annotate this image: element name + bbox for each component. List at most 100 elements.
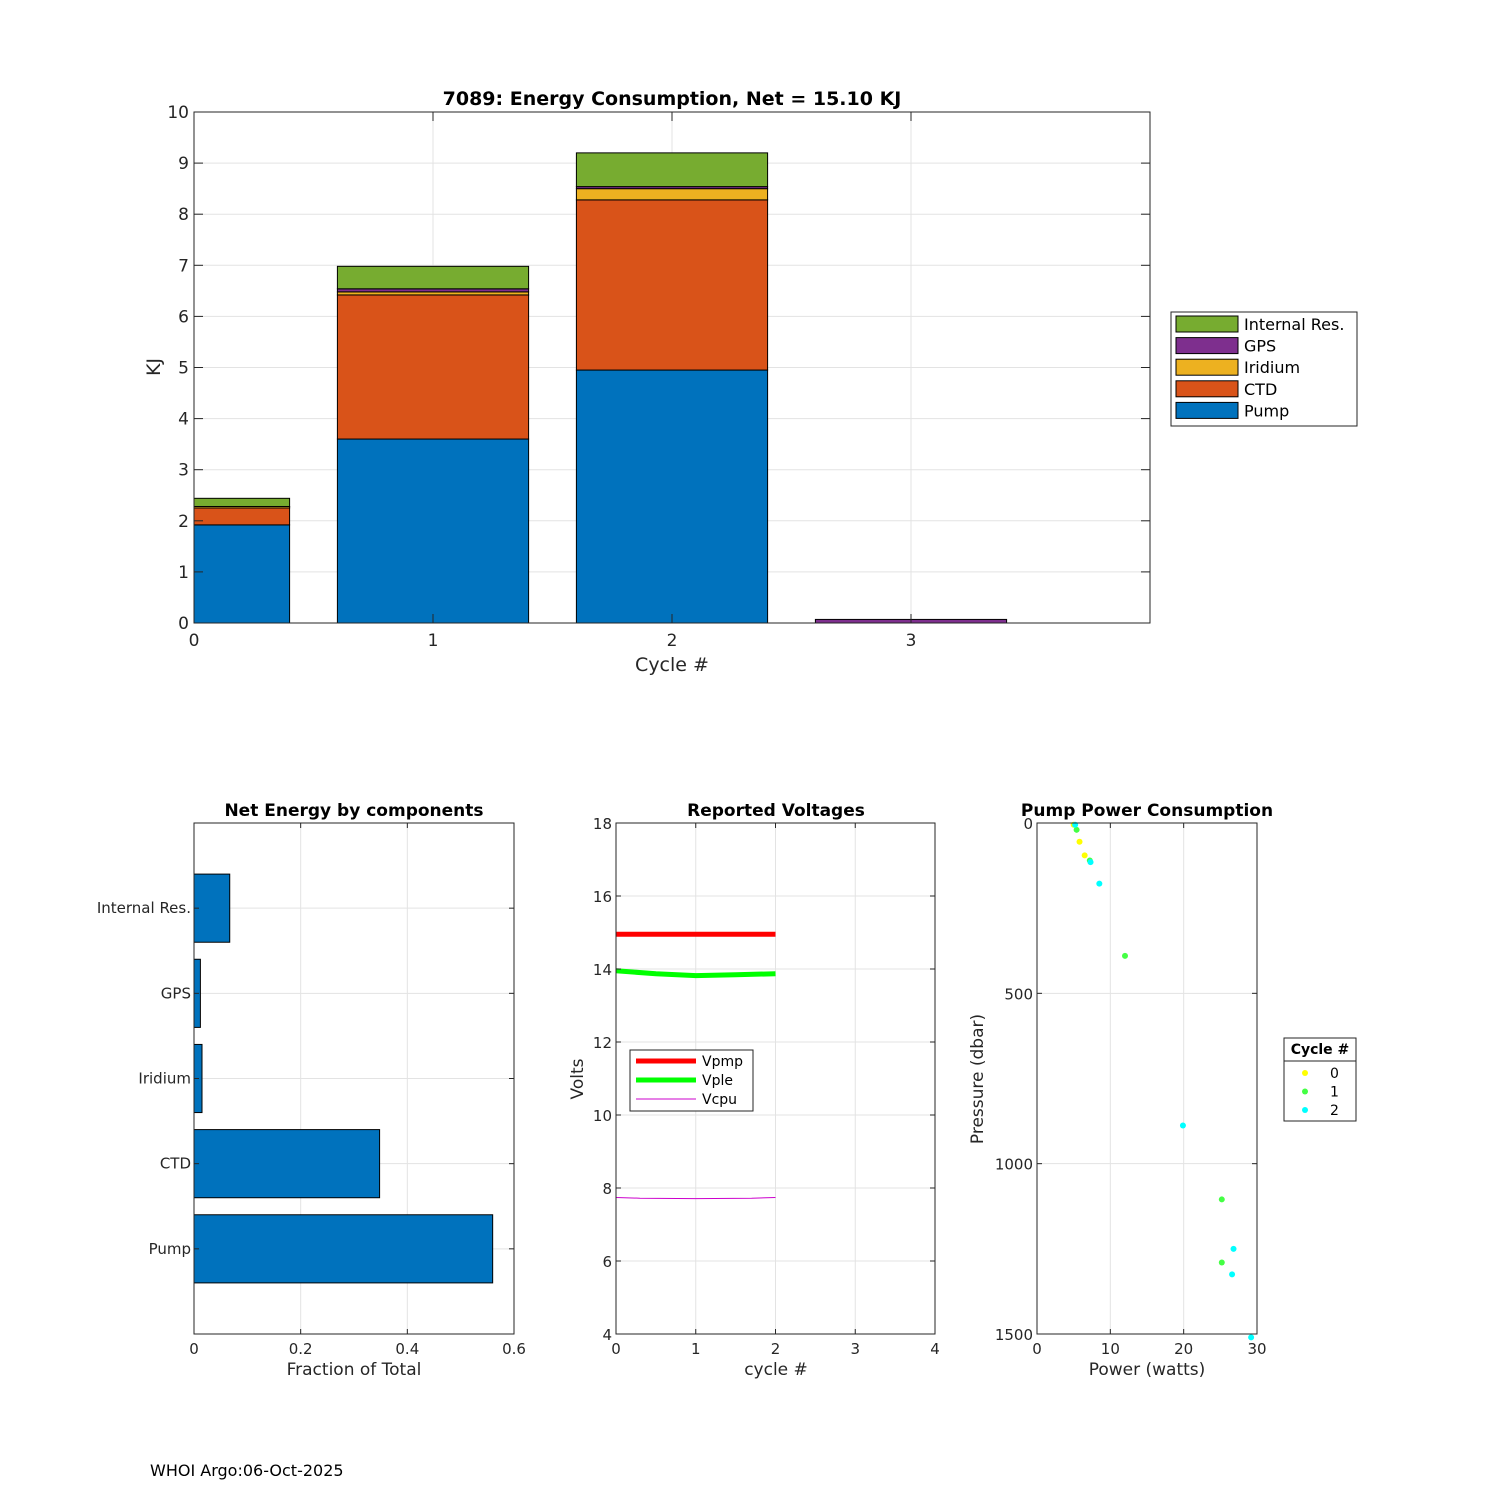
pump-power-legend-label: 1 xyxy=(1330,1085,1339,1101)
pump-power-legend-marker xyxy=(1302,1088,1308,1095)
pump-power-point-cycle-2 xyxy=(1229,1271,1236,1278)
components-y-tick-label: Pump xyxy=(149,1240,191,1258)
energy-bar-ctd-cycle-1 xyxy=(336,294,530,440)
voltages-lines xyxy=(615,931,776,1200)
voltages-legend: Vpmp Vple Vcpu xyxy=(629,1049,754,1112)
voltages-y-tick-label: 10 xyxy=(593,1107,612,1125)
energy-y-tick-label: 4 xyxy=(178,410,189,430)
energy-x-label: Cycle # xyxy=(635,654,709,676)
pump-power-legend-box xyxy=(1283,1037,1357,1122)
energy-legend-label: CTD xyxy=(1244,380,1277,399)
pump-power-point-cycle-1 xyxy=(1122,952,1128,959)
pump-power-x-label: Power (watts) xyxy=(1089,1360,1206,1380)
voltages-x-tick-label: 1 xyxy=(691,1340,701,1358)
pump-power-point-cycle-0 xyxy=(1076,838,1083,845)
energy-bar-ctd-cycle-2 xyxy=(575,199,769,371)
voltages-y-tick-label: 6 xyxy=(602,1253,612,1271)
pump-power-point-cycle-1 xyxy=(1073,826,1080,833)
components-chart-title: Net Energy by components xyxy=(224,801,483,821)
voltages-legend-label: Vple xyxy=(702,1073,733,1089)
components-y-tick-label: Iridium xyxy=(138,1070,191,1088)
energy-consumption-chart: 7089: Energy Consumption, Net = 15.10 KJ… xyxy=(143,88,1358,676)
energy-legend-swatch xyxy=(1175,401,1239,419)
voltages-legend-label: Vpmp xyxy=(702,1054,743,1070)
pump-power-y-tick-label: 1000 xyxy=(995,1156,1033,1174)
energy-y-tick-label: 9 xyxy=(178,154,189,174)
energy-y-tick-label: 5 xyxy=(178,359,189,379)
pump-power-point-cycle-1 xyxy=(1218,1196,1225,1203)
pump-power-ticks: 0 10 20 30 0 500 1000 1500 xyxy=(995,815,1267,1358)
pump-power-y-tick-label: 1500 xyxy=(995,1326,1033,1344)
pump-power-point-cycle-2 xyxy=(1087,859,1094,866)
energy-bar-internal-res--cycle-1 xyxy=(336,265,530,290)
pump-power-y-tick-label: 0 xyxy=(1023,815,1033,833)
voltages-y-tick-label: 12 xyxy=(593,1034,612,1052)
energy-y-tick-label: 10 xyxy=(167,103,189,123)
pump-power-grid xyxy=(1036,822,1258,1335)
components-bar-pump xyxy=(193,1214,494,1284)
pump-power-y-tick-label: 500 xyxy=(1004,985,1033,1003)
components-x-tick-label: 0.4 xyxy=(395,1340,419,1358)
voltages-chart-title: Reported Voltages xyxy=(687,801,865,821)
voltages-line-vple xyxy=(615,968,776,979)
energy-x-tick-label: 0 xyxy=(189,631,200,651)
energy-bar-pump-cycle-0 xyxy=(193,524,291,624)
energy-y-tick-label: 7 xyxy=(178,256,189,276)
energy-legend-swatch xyxy=(1175,380,1239,398)
energy-y-label: KJ xyxy=(143,358,165,376)
voltages-x-tick-label: 3 xyxy=(850,1340,860,1358)
energy-y-tick-label: 2 xyxy=(178,512,189,532)
components-bar-ctd xyxy=(193,1129,381,1199)
pump-power-point-cycle-2 xyxy=(1179,1122,1186,1129)
voltages-y-tick-label: 8 xyxy=(602,1180,612,1198)
pump-power-point-cycle-0 xyxy=(1081,852,1088,859)
components-x-tick-label: 0.2 xyxy=(289,1340,313,1358)
pump-power-legend: Cycle # 0 1 2 xyxy=(1283,1037,1357,1122)
energy-legend-label: Internal Res. xyxy=(1244,315,1344,334)
energy-bar-iridium-cycle-2 xyxy=(575,188,769,201)
pump-power-legend-marker xyxy=(1302,1107,1308,1113)
pump-power-y-label: Pressure (dbar) xyxy=(968,1014,988,1144)
pump-power-point-cycle-2 xyxy=(1248,1334,1255,1341)
pump-power-legend-marker xyxy=(1302,1070,1308,1076)
energy-x-tick-label: 2 xyxy=(667,631,678,651)
energy-legend-swatch xyxy=(1175,358,1239,376)
components-y-tick-label: GPS xyxy=(161,984,191,1002)
pump-power-point-cycle-2 xyxy=(1230,1245,1237,1252)
voltages-y-tick-label: 16 xyxy=(593,888,612,906)
energy-legend-swatch xyxy=(1175,337,1239,355)
voltages-x-tick-label: 2 xyxy=(771,1340,781,1358)
energy-y-tick-label: 1 xyxy=(178,563,189,583)
energy-y-tick-label: 0 xyxy=(178,614,189,634)
energy-legend: Internal Res. GPS Iridium CTD Pump xyxy=(1170,311,1358,427)
energy-bar-pump-cycle-2 xyxy=(575,369,769,624)
pump-power-point-cycle-1 xyxy=(1218,1259,1225,1266)
energy-chart-title: 7089: Energy Consumption, Net = 15.10 KJ xyxy=(443,88,902,110)
pump-power-points xyxy=(1070,821,1255,1341)
energy-x-tick-label: 1 xyxy=(428,631,439,651)
voltages-line-vcpu xyxy=(615,1197,776,1200)
pump-power-chart: Pump Power Consumption 0 10 20 300500100015… xyxy=(968,801,1357,1380)
components-x-tick-label: 0.6 xyxy=(502,1340,526,1358)
voltages-y-label: Volts xyxy=(568,1058,588,1099)
pump-power-x-tick-label: 0 xyxy=(1032,1340,1042,1358)
components-y-tick-label: Internal Res. xyxy=(97,899,191,917)
pump-power-x-tick-label: 20 xyxy=(1174,1340,1193,1358)
energy-bar-ctd-cycle-0 xyxy=(193,506,291,526)
energy-y-tick-label: 8 xyxy=(178,205,189,225)
net-energy-components-chart: Net Energy by components 0 0.2 0.4 0.6 Pump C… xyxy=(97,801,526,1380)
pump-power-axes-box xyxy=(1036,822,1258,1335)
energy-y-tick-label: 6 xyxy=(178,307,189,327)
voltages-y-tick-label: 14 xyxy=(593,961,612,979)
pump-power-x-tick-label: 10 xyxy=(1101,1340,1120,1358)
energy-bar-internal-res--cycle-2 xyxy=(575,152,769,188)
pump-power-legend-title: Cycle # xyxy=(1291,1042,1350,1058)
components-bar-internal-res- xyxy=(193,873,231,943)
voltages-x-label: cycle # xyxy=(744,1360,808,1380)
energy-legend-label: GPS xyxy=(1244,337,1276,356)
components-x-tick-label: 0 xyxy=(189,1340,199,1358)
energy-ticks: 0 1 2 3 0 1 2 3 4 5 6 7 8 9 10 xyxy=(167,103,1150,651)
